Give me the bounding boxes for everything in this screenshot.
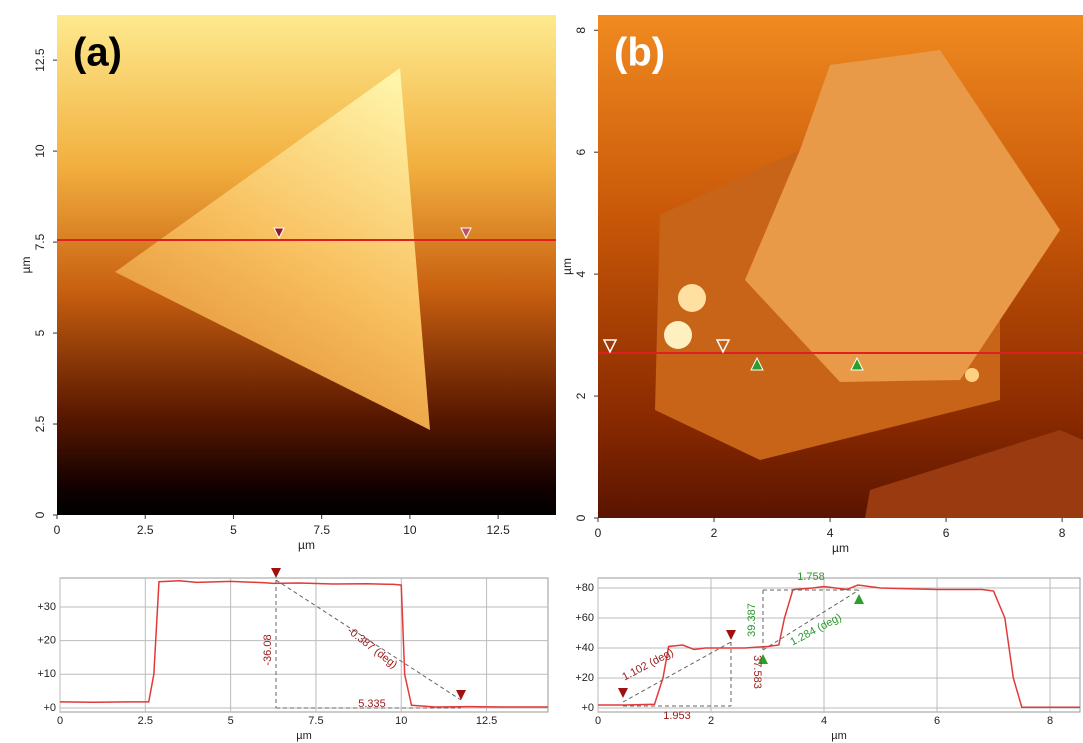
x-axis-label: µm	[296, 730, 312, 742]
annotation: 37.583	[751, 655, 763, 689]
annotation: 1.758	[797, 571, 825, 583]
afm-image-a	[57, 15, 556, 515]
x-tick-label: 8	[1059, 526, 1066, 540]
x-tick-label: 2	[711, 526, 718, 540]
plot-frame	[60, 578, 548, 712]
x-tick-label: 7.5	[313, 523, 330, 537]
x-tick-label: 10	[395, 715, 407, 727]
annotation: 1.953	[663, 710, 691, 722]
x-tick-label: 5	[230, 523, 237, 537]
y-tick-label: 6	[574, 149, 588, 156]
y-tick-label: 0	[574, 514, 588, 521]
figure: 0 2.5 5 7.5 10 12.5 0 2.5 5 7.5 10 12.5 µm µm (a) 0 2 4 6 8…	[0, 0, 1083, 743]
y-tick-label: +80	[575, 582, 594, 594]
afm-image-b	[598, 15, 1083, 518]
x-tick-label: 2	[708, 715, 714, 727]
y-tick-label: 4	[574, 270, 588, 277]
y-tick-label: +60	[575, 612, 594, 624]
x-tick-label: 5	[228, 715, 234, 727]
annotation: 39.387	[746, 603, 758, 637]
x-tick-label: 4	[821, 715, 827, 727]
x-tick-label: 7.5	[308, 715, 323, 727]
x-tick-label: 2.5	[137, 523, 154, 537]
x-tick-label: 12.5	[476, 715, 497, 727]
x-axis-label: µm	[832, 541, 849, 555]
x-tick-label: 0	[595, 715, 601, 727]
y-tick-label: +20	[37, 635, 56, 647]
x-axis-label: µm	[298, 538, 315, 552]
y-axis-label: µm	[560, 258, 574, 275]
x-tick-label: 2.5	[138, 715, 153, 727]
x-tick-label: 6	[934, 715, 940, 727]
plot-frame	[598, 578, 1080, 712]
y-tick-label: 5	[33, 329, 47, 336]
y-tick-label: 10	[33, 144, 47, 158]
y-tick-label: 8	[574, 27, 588, 34]
y-tick-label: 2	[574, 392, 588, 399]
x-tick-label: 8	[1047, 715, 1053, 727]
x-axis-label: µm	[831, 730, 847, 742]
y-tick-label: +30	[37, 601, 56, 613]
y-tick-label: 0	[33, 511, 47, 518]
y-tick-label: 2.5	[33, 415, 47, 432]
x-tick-label: 0	[54, 523, 61, 537]
x-tick-label: 4	[827, 526, 834, 540]
y-tick-label: +10	[37, 668, 56, 680]
y-tick-label: +20	[575, 672, 594, 684]
annotation: -36.08	[262, 634, 274, 665]
x-tick-label: 0	[57, 715, 63, 727]
x-tick-label: 10	[403, 523, 417, 537]
y-tick-label: 12.5	[33, 48, 47, 72]
x-tick-label: 6	[943, 526, 950, 540]
panel-label: (b)	[614, 31, 665, 75]
y-tick-label: +0	[43, 702, 56, 714]
y-tick-label: +0	[581, 702, 594, 714]
y-tick-label: +40	[575, 642, 594, 654]
annotation: 5.335	[358, 698, 386, 710]
y-axis-label: µm	[19, 257, 33, 274]
panel-label: (a)	[73, 31, 122, 75]
x-tick-label: 12.5	[486, 523, 510, 537]
y-tick-label: 7.5	[33, 233, 47, 250]
x-tick-label: 0	[595, 526, 602, 540]
page: 0 2.5 5 7.5 10 12.5 0 2.5 5 7.5 10 12.5 µm µm (a) 0 2 4 6 8…	[0, 0, 1083, 743]
